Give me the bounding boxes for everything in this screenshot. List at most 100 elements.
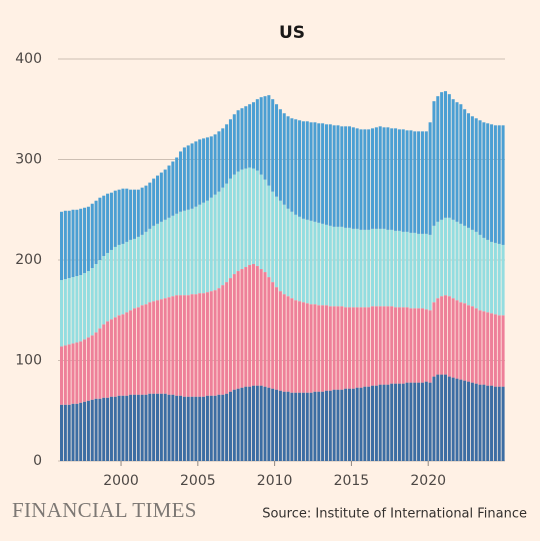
bar-segment bbox=[271, 191, 275, 283]
bar-segment bbox=[386, 384, 390, 461]
bar-segment bbox=[328, 306, 332, 391]
bar-segment bbox=[79, 402, 83, 461]
bar-segment bbox=[405, 382, 409, 461]
bar-segment bbox=[186, 145, 190, 210]
bar-segment bbox=[490, 124, 494, 242]
bar-segment bbox=[386, 229, 390, 307]
bar-segment bbox=[132, 394, 136, 461]
bar-segment bbox=[190, 208, 194, 295]
bar-segment bbox=[155, 393, 160, 461]
bar-segment bbox=[232, 174, 236, 275]
bar-segment bbox=[251, 168, 256, 265]
bar-segment bbox=[405, 307, 409, 383]
bar-segment bbox=[332, 389, 336, 461]
bar-segment bbox=[390, 128, 394, 230]
bar-segment bbox=[344, 388, 348, 461]
bar-segment bbox=[371, 385, 375, 461]
bar-segment bbox=[455, 102, 459, 222]
bar-segment bbox=[117, 189, 121, 245]
bar-segment bbox=[486, 385, 490, 461]
bar-segment bbox=[63, 404, 67, 461]
bar-segment bbox=[267, 95, 271, 186]
bar-segment bbox=[152, 393, 156, 461]
bar-segment bbox=[451, 377, 455, 461]
bar-segment bbox=[121, 188, 125, 244]
bar-segment bbox=[225, 124, 229, 184]
bar-segment bbox=[424, 131, 428, 234]
source: Source: Institute of International Finan… bbox=[262, 507, 527, 522]
bar-segment bbox=[478, 120, 482, 235]
bar-segment bbox=[140, 305, 144, 395]
bar-segment bbox=[367, 129, 371, 230]
bar-segment bbox=[94, 398, 98, 461]
bar-segment bbox=[232, 389, 236, 461]
bar-segment bbox=[501, 125, 505, 245]
bar-segment bbox=[397, 230, 401, 308]
bar-segment bbox=[60, 280, 64, 347]
bar-segment bbox=[355, 387, 359, 461]
bar-segment bbox=[94, 200, 98, 265]
bar-segment bbox=[225, 183, 229, 283]
bar-segment bbox=[451, 298, 455, 378]
bar-segment bbox=[424, 381, 428, 461]
bar-segment bbox=[282, 204, 286, 295]
bar-segment bbox=[259, 269, 263, 386]
bar-segment bbox=[351, 127, 355, 229]
bar-segment bbox=[305, 219, 309, 304]
bar-segment bbox=[117, 244, 121, 316]
bar-segment bbox=[501, 315, 505, 387]
bar-segment bbox=[71, 209, 75, 278]
bar-segment bbox=[259, 385, 263, 461]
bar-segment bbox=[328, 124, 332, 226]
bar-segment bbox=[209, 136, 213, 198]
bar-segment bbox=[313, 304, 317, 392]
bar-segment bbox=[371, 306, 375, 386]
bar-segment bbox=[367, 307, 371, 387]
bar-segment bbox=[324, 224, 328, 306]
bar-segment bbox=[321, 223, 325, 306]
bar-segment bbox=[486, 123, 490, 240]
bar-segment bbox=[447, 296, 451, 377]
bar-segment bbox=[186, 209, 190, 296]
bar-segment bbox=[163, 219, 167, 299]
bar-segment bbox=[432, 302, 436, 377]
bar-segment bbox=[63, 345, 67, 405]
brand: FINANCIAL TIMES bbox=[12, 498, 197, 522]
bar-segment bbox=[194, 396, 198, 461]
bar-segment bbox=[313, 221, 317, 305]
bar-segment bbox=[374, 306, 378, 386]
bar-segment bbox=[163, 298, 167, 394]
bar-segment bbox=[106, 193, 110, 253]
bar-segment bbox=[209, 197, 213, 292]
bar-segment bbox=[436, 298, 440, 375]
bar-segment bbox=[294, 300, 298, 393]
bar-segment bbox=[286, 208, 290, 297]
bar-segment bbox=[497, 125, 501, 244]
bar-segment bbox=[459, 302, 463, 380]
bar-segment bbox=[478, 310, 482, 385]
bar-segment bbox=[497, 315, 501, 387]
bar-segment bbox=[60, 211, 64, 281]
bar-segment bbox=[244, 267, 248, 387]
bar-segment bbox=[86, 337, 90, 401]
bar-segment bbox=[60, 346, 64, 405]
bar-segment bbox=[163, 393, 167, 461]
bar-segment bbox=[102, 324, 106, 398]
bar-segment bbox=[470, 306, 474, 383]
bar-segment bbox=[440, 219, 444, 297]
x-tick-label: 2000 bbox=[103, 473, 139, 489]
bar-segment bbox=[190, 396, 194, 461]
bar-segment bbox=[190, 143, 194, 209]
bar-segment bbox=[94, 332, 98, 399]
bar-segment bbox=[290, 298, 294, 393]
bar-segment bbox=[440, 92, 444, 220]
bar-segment bbox=[490, 385, 494, 461]
bar-segment bbox=[497, 386, 501, 461]
bar-segment bbox=[75, 342, 79, 404]
bar-segment bbox=[478, 384, 482, 461]
bar-segment bbox=[386, 306, 390, 385]
bar-segment bbox=[171, 161, 175, 216]
bar-segment bbox=[152, 301, 156, 394]
bar-segment bbox=[202, 138, 206, 203]
bar-segment bbox=[390, 229, 394, 307]
